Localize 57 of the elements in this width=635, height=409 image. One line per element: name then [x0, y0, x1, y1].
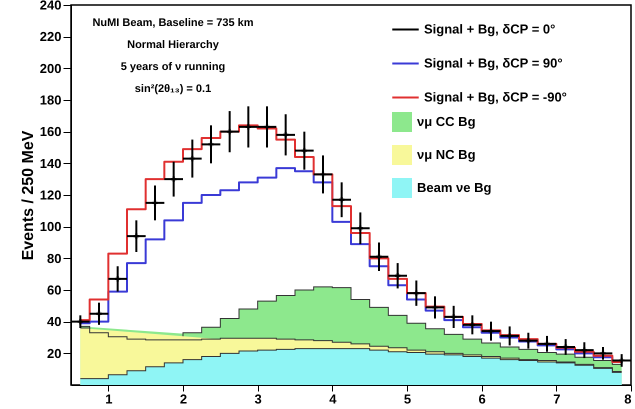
y-axis-title: Events / 250 MeV — [20, 130, 37, 260]
point — [246, 124, 252, 130]
x-tick-label: 6 — [478, 392, 486, 406]
point — [358, 226, 364, 231]
y-tick-label: 140 — [40, 156, 62, 171]
annotation: Normal Hierarchy — [127, 39, 220, 51]
y-tick-label: 200 — [40, 60, 62, 76]
y-tick-label: 180 — [40, 92, 62, 108]
x-tick-label: 3 — [254, 392, 262, 406]
y-tick-label: 40 — [47, 314, 62, 330]
point — [488, 328, 494, 334]
point — [470, 322, 476, 328]
y-tick-label: 20 — [47, 346, 62, 361]
legend-label: Beam νe Bg — [417, 180, 492, 195]
point — [394, 273, 400, 278]
point — [114, 276, 120, 282]
point — [562, 344, 568, 350]
y-tick-label: 120 — [40, 188, 62, 202]
legend-label: νμ NC Bg — [417, 147, 476, 162]
point — [506, 333, 512, 339]
y-tick-label: 60 — [47, 282, 62, 298]
point — [600, 350, 606, 356]
point — [170, 176, 176, 182]
legend-label: νμ CC Bg — [417, 114, 476, 129]
annotation: sin²(2θ₁₃) = 0.1 — [134, 83, 212, 95]
point — [226, 128, 232, 134]
x-tick-label: 5 — [404, 392, 412, 406]
legend-label: Signal + Bg, δCP = -90° — [424, 90, 567, 104]
x-tick-label: 4 — [329, 392, 338, 406]
point — [190, 156, 196, 162]
point — [134, 233, 140, 239]
x-tick-label: 1 — [105, 392, 112, 406]
y-tick-label: 100 — [40, 219, 62, 234]
point — [208, 142, 214, 148]
point — [582, 347, 588, 353]
point — [302, 148, 308, 154]
y-tick-label: 240 — [40, 0, 62, 12]
legend-label: Signal + Bg, δCP = 90° — [424, 56, 563, 70]
y-tick-label: 160 — [40, 124, 62, 140]
y-tick-label: 80 — [47, 250, 62, 266]
point — [376, 254, 382, 260]
point — [282, 132, 288, 138]
x-tick-label: 8 — [624, 392, 632, 406]
point — [338, 197, 344, 202]
x-tick-label: 7 — [553, 392, 560, 406]
point — [450, 314, 456, 320]
point — [544, 341, 550, 347]
annotation: 5 years of ν running — [120, 61, 226, 73]
annotation: NuMI Beam, Baseline = 735 km — [92, 17, 254, 29]
x-tick-label: 2 — [180, 392, 188, 406]
point — [414, 290, 420, 296]
point — [78, 318, 84, 324]
point — [618, 358, 624, 364]
legend-label: Signal + Bg, δCP = 0° — [424, 22, 556, 36]
point — [526, 338, 532, 344]
point — [96, 311, 102, 316]
y-tick-label: 220 — [40, 29, 62, 44]
